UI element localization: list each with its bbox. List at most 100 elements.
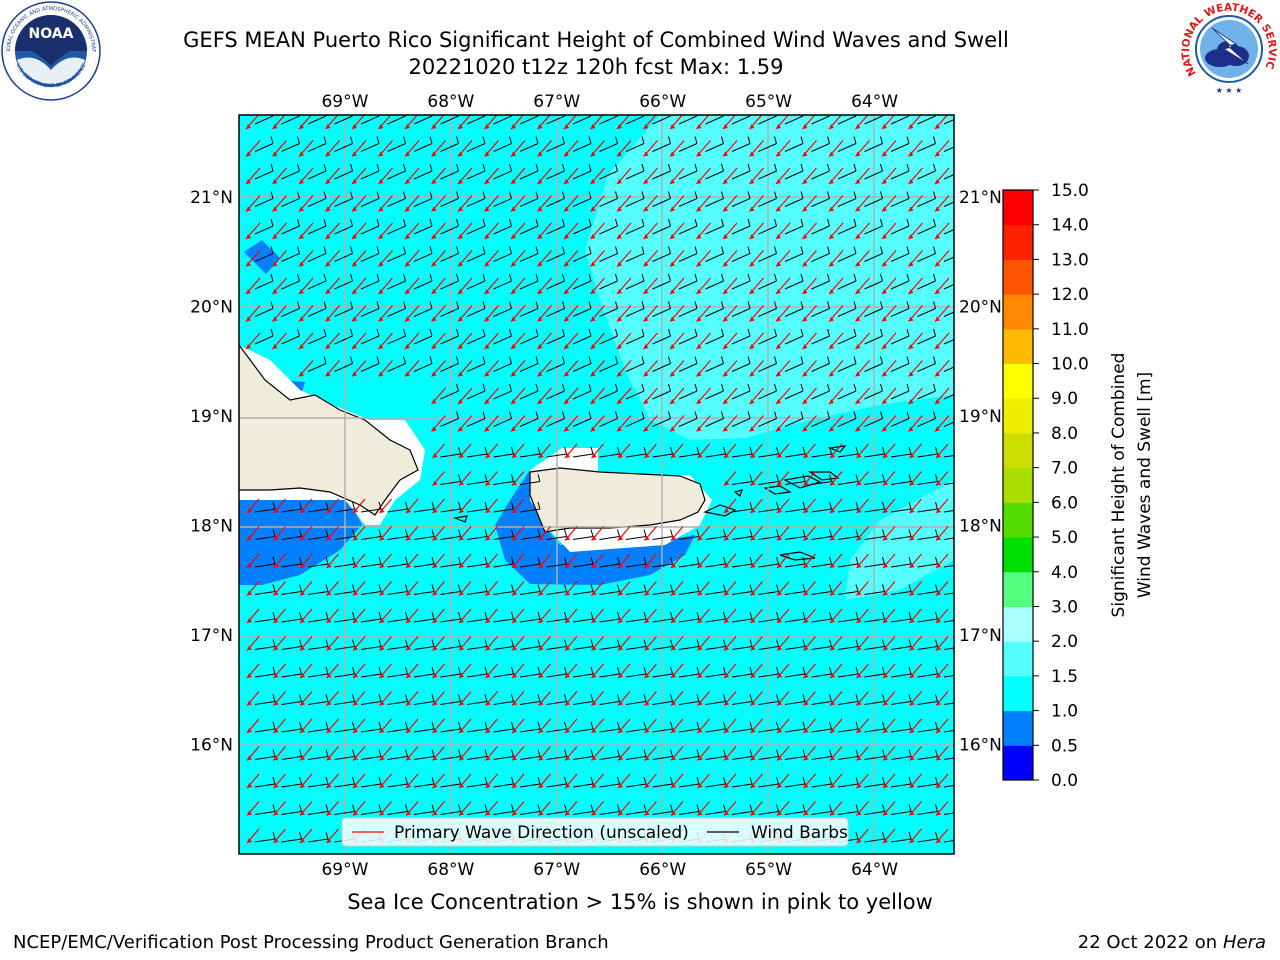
wind-barb — [811, 481, 832, 485]
wind-barb-feather — [933, 246, 936, 254]
wind-barb-feather — [723, 749, 726, 757]
wind-barb-feather — [456, 136, 459, 144]
wind-barb-feather — [615, 411, 618, 419]
wind-barb — [599, 170, 618, 180]
wind-barb — [837, 728, 859, 733]
wind-barb — [360, 563, 382, 568]
wave-arrow-head — [431, 289, 437, 294]
wind-barb-feather — [562, 383, 565, 392]
wind-barb — [572, 390, 592, 400]
wave-arrow-head — [883, 755, 888, 761]
wind-barb — [625, 811, 647, 815]
wind-barb-feather — [535, 136, 539, 144]
wind-barb — [943, 394, 954, 400]
wind-barb — [678, 646, 700, 650]
wind-barb — [519, 646, 541, 650]
wave-arrow-head — [458, 399, 463, 404]
wind-barb — [758, 335, 777, 345]
wave-arrow-head — [537, 371, 543, 377]
wind-barb — [360, 335, 380, 345]
wave-arrow-head — [537, 399, 543, 404]
wind-barb — [546, 453, 567, 458]
wave-arrow-head — [512, 783, 517, 788]
wind-barb — [811, 591, 832, 595]
wind-barb-feather — [272, 556, 276, 565]
wind-barb-feather — [562, 136, 565, 144]
wind-barb-feather — [564, 694, 567, 702]
wave-arrow-head — [299, 124, 304, 129]
wind-barb-feather — [935, 529, 938, 537]
wind-barb — [493, 783, 514, 788]
colorbar-tick-label: 2.0 — [1051, 632, 1078, 652]
wind-barb-feather — [511, 556, 514, 565]
wind-barb — [387, 115, 406, 125]
wind-barb-feather — [456, 301, 459, 309]
wind-barb-feather — [696, 804, 700, 812]
wind-barb-feather — [906, 191, 910, 199]
wind-barb-feather — [827, 136, 830, 144]
wind-barb — [890, 756, 912, 760]
wind-barb — [811, 508, 832, 513]
wave-arrow-head — [643, 124, 649, 129]
wind-barb-feather — [456, 218, 459, 227]
wave-arrow-head — [379, 728, 385, 733]
wind-barb — [466, 453, 488, 458]
wave-arrow-head — [776, 426, 781, 432]
wave-arrow-head — [537, 124, 543, 129]
wind-barb-feather — [562, 191, 565, 199]
wind-barb-feather — [776, 639, 779, 647]
wind-barb-feather — [299, 721, 302, 730]
wind-barb — [599, 453, 620, 458]
wave-arrow-head — [484, 179, 490, 184]
wave-arrow-head — [353, 810, 358, 816]
wind-barb — [572, 418, 592, 427]
wind-barb-feather — [855, 584, 859, 592]
wind-barb-feather — [721, 218, 724, 227]
wind-barb — [837, 756, 859, 760]
wind-barb — [678, 170, 698, 180]
wind-barb — [466, 418, 486, 427]
wind-barb — [731, 390, 751, 400]
wind-barb — [943, 564, 954, 568]
wind-barb — [864, 508, 885, 513]
wind-barb-feather — [272, 666, 276, 675]
wave-arrow-head — [644, 590, 650, 596]
wind-barb — [254, 618, 276, 623]
wave-arrow-head — [803, 535, 809, 541]
wind-barb-feather — [403, 328, 406, 337]
wave-arrow-head — [909, 838, 915, 843]
wind-barb-feather — [429, 163, 433, 172]
wind-barb-feather — [827, 328, 830, 337]
wind-barb-feather — [535, 301, 539, 309]
wind-barb-feather — [297, 191, 300, 199]
wave-arrow-head — [643, 316, 649, 322]
wave-arrow-head — [855, 426, 861, 432]
wind-barb-feather — [641, 383, 645, 392]
wind-barb — [917, 453, 938, 458]
wave-arrow-head — [484, 371, 490, 377]
wind-barb-feather — [376, 246, 380, 254]
wind-barb — [572, 783, 594, 788]
wind-barb — [413, 335, 433, 345]
wave-arrow-head — [935, 234, 940, 239]
wave-arrow-head — [459, 453, 464, 458]
wind-barb-feather — [484, 721, 488, 730]
wind-barb — [943, 119, 954, 125]
wind-barb — [652, 253, 671, 262]
wave-arrow-head — [882, 179, 887, 184]
wind-barb — [864, 363, 883, 372]
wave-arrow-head — [803, 755, 809, 761]
wind-barb — [360, 646, 382, 650]
wind-barb-feather — [776, 749, 779, 757]
wind-barb — [254, 280, 274, 290]
wind-barb-feather — [350, 356, 353, 364]
wind-barb-feather — [458, 474, 461, 482]
wave-arrow-head — [431, 426, 437, 432]
wave-arrow-head — [458, 289, 463, 294]
wind-barb — [307, 198, 327, 207]
wave-arrow-head — [432, 810, 438, 816]
wave-arrow-head — [590, 234, 596, 239]
wind-barb — [758, 783, 779, 788]
wind-barb-feather — [564, 556, 567, 565]
wave-arrow-head — [512, 755, 517, 761]
